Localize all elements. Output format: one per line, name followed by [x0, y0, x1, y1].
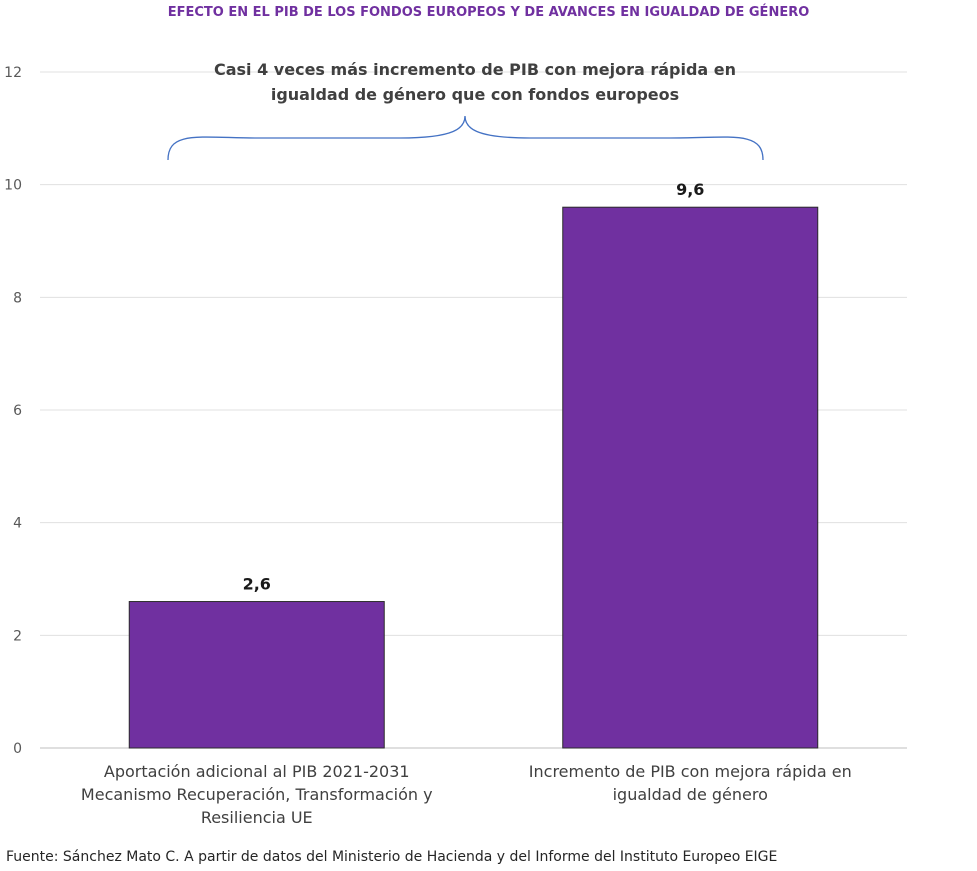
- y-tick-label: 8: [13, 290, 22, 306]
- category-label: Incremento de PIB con mejora rápida en i…: [528, 762, 852, 804]
- annotation-brace: [167, 115, 764, 161]
- data-label: 9,6: [676, 180, 704, 199]
- data-label: 2,6: [243, 575, 271, 594]
- bar: [562, 206, 819, 749]
- y-axis-ticks: 0 2 4 6 8 10 12: [4, 65, 22, 757]
- annotation-text: Casi 4 veces más incremento de PIB con m…: [213, 60, 737, 104]
- data-labels: 2,6 9,6: [243, 180, 705, 593]
- source-note: Fuente: Sánchez Mato C. A partir de dato…: [6, 849, 778, 865]
- y-tick-label: 2: [13, 628, 22, 644]
- y-tick-label: 10: [4, 178, 22, 194]
- bar: [128, 601, 385, 749]
- category-label: Aportación adicional al PIB 2021-2031 Me…: [80, 762, 433, 827]
- y-tick-label: 4: [13, 516, 22, 532]
- y-tick-label: 0: [13, 741, 22, 757]
- bars: [128, 206, 819, 749]
- chart-title: EFECTO EN EL PIB DE LOS FONDOS EUROPEOS …: [167, 5, 810, 20]
- y-tick-label: 6: [13, 403, 22, 419]
- y-tick-label: 12: [4, 65, 22, 81]
